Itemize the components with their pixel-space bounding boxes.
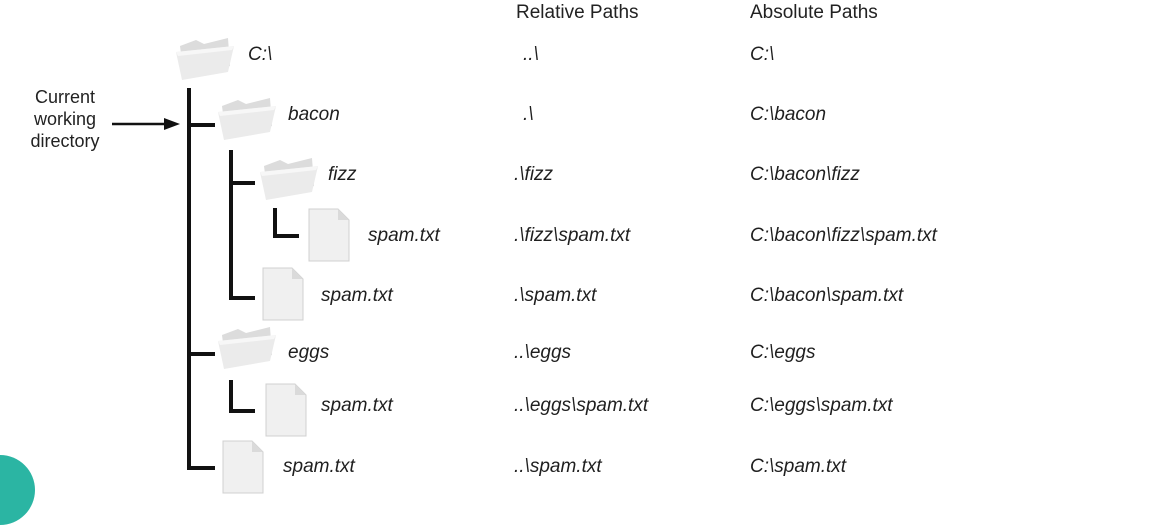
tree-branch-fizz [229,181,255,185]
absolute-path: C:\bacon\fizz [750,164,860,185]
tree-branch-root-spam [187,466,215,470]
tree-item-name: spam.txt [283,456,355,477]
absolute-path: C:\bacon\spam.txt [750,285,904,306]
tree-branch-eggs [187,352,215,356]
absolute-paths-header: Absolute Paths [750,2,878,23]
tree-item-name: spam.txt [368,225,440,246]
absolute-path: C:\eggs [750,342,816,363]
relative-path: .\ [523,104,534,125]
folder-icon [176,38,234,80]
tree-trunk-root [187,88,191,470]
relative-paths-header: Relative Paths [516,2,639,23]
folder-icon [218,327,276,369]
folder-icon [218,98,276,140]
cwd-label-line1: Current [34,87,96,107]
tree-item-name: spam.txt [321,395,393,416]
relative-path: .\spam.txt [514,285,597,306]
relative-path: ..\ [523,44,539,65]
tree-item-name: fizz [328,164,357,185]
tree-item-name: bacon [288,104,340,125]
tree-trunk-eggs [229,380,233,413]
file-icon [222,440,264,494]
relative-path: ..\spam.txt [514,456,602,477]
tree-item-name: spam.txt [321,285,393,306]
file-icon [265,383,307,437]
absolute-path: C:\bacon\fizz\spam.txt [750,225,937,246]
corner-badge [0,455,35,525]
file-icon [308,208,350,262]
relative-path: ..\eggs [514,342,572,363]
relative-path: .\fizz\spam.txt [514,225,631,246]
cwd-label-line2: working [33,109,97,129]
tree-branch-eggs-spam [229,409,255,413]
current-working-directory-label: Current working directory [22,86,108,152]
tree-trunk-bacon [229,150,233,300]
absolute-path: C:\ [750,44,775,65]
tree-branch-bacon-spam [229,296,255,300]
absolute-path: C:\eggs\spam.txt [750,395,893,416]
cwd-label-line3: directory [30,131,100,151]
tree-branch-fizz-spam [273,234,299,238]
file-icon [262,267,304,321]
tree-branch-bacon [187,123,215,127]
absolute-path: C:\bacon [750,104,827,125]
tree-item-name: C:\ [248,44,273,65]
tree-trunk-fizz [273,208,277,238]
relative-path: .\fizz [514,164,554,185]
relative-path: ..\eggs\spam.txt [514,395,649,416]
folder-icon [260,158,318,200]
absolute-path: C:\spam.txt [750,456,847,477]
arrow-right-icon [112,118,180,130]
tree-item-name: eggs [288,342,330,363]
